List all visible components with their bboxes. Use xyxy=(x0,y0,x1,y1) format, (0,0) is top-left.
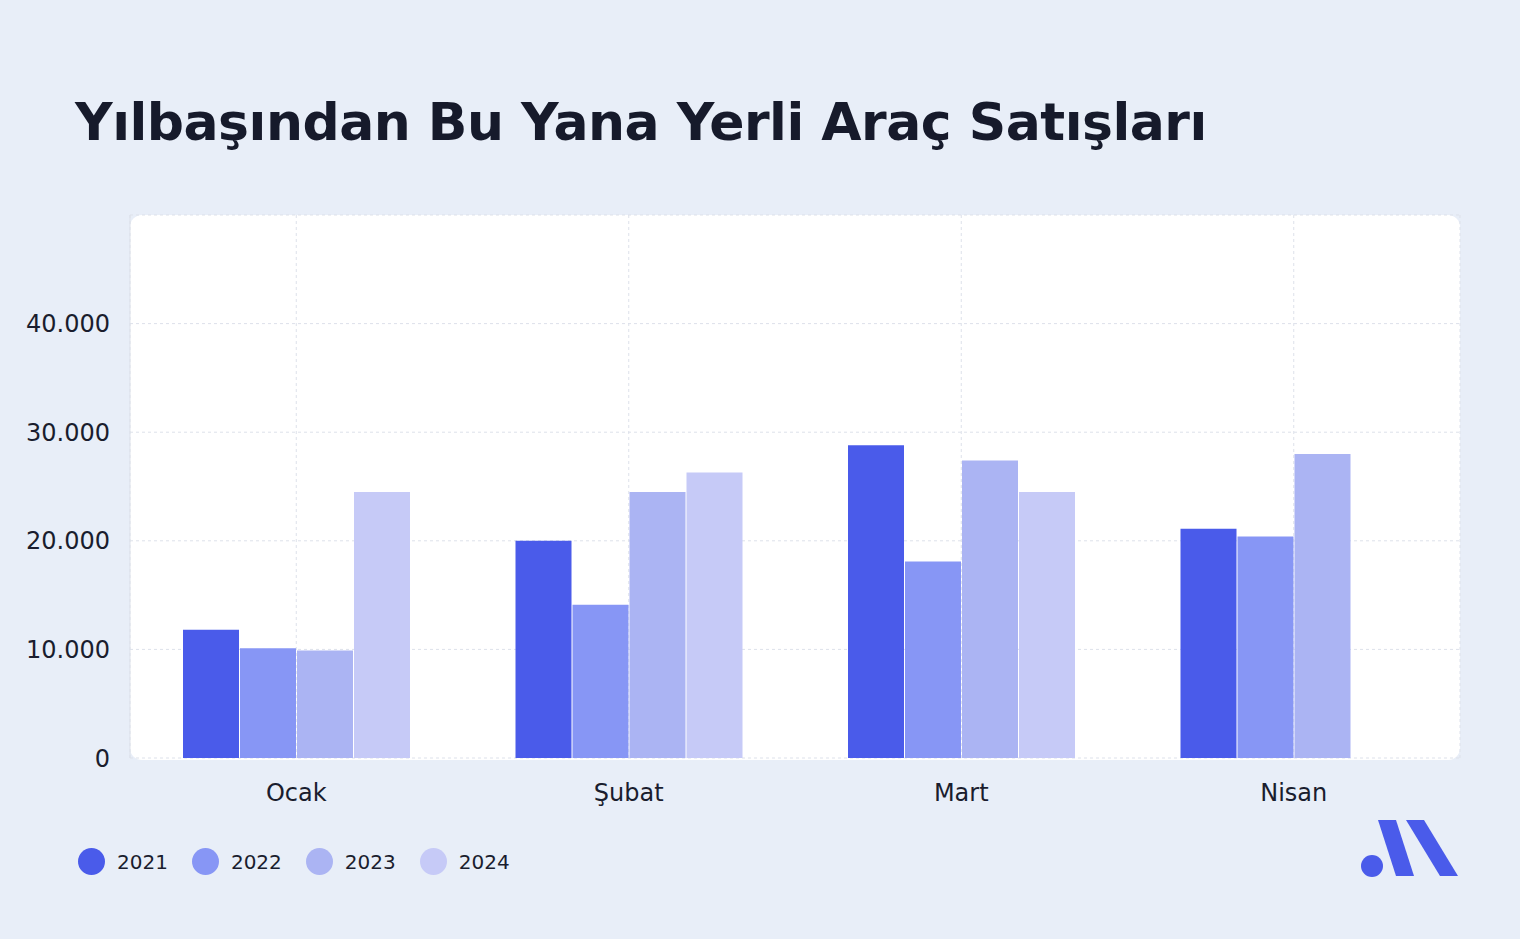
html-text:2023: 2023 xyxy=(344,849,396,874)
svg-text:Şubat: Şubat xyxy=(594,779,664,807)
svg-text:Nisan: Nisan xyxy=(1260,779,1327,807)
svg-text:Mart: Mart xyxy=(934,779,989,807)
svg-text:0: 0 xyxy=(95,745,110,773)
svg-text:10.000: 10.000 xyxy=(26,636,110,664)
html-text:2021: 2021 xyxy=(117,849,168,874)
html-text:2022: 2022 xyxy=(230,849,282,874)
svg-text:20.000: 20.000 xyxy=(26,527,110,555)
svg-text:40.000: 40.000 xyxy=(26,310,110,338)
svg-text:30.000: 30.000 xyxy=(26,419,110,447)
html-text:Yılbaşından Bu Yana Yerli Araç: Yılbaşından Bu Yana Yerli Araç Satışları xyxy=(75,92,1207,152)
html-text:2024: 2024 xyxy=(458,849,510,874)
svg-text:Ocak: Ocak xyxy=(266,779,327,807)
